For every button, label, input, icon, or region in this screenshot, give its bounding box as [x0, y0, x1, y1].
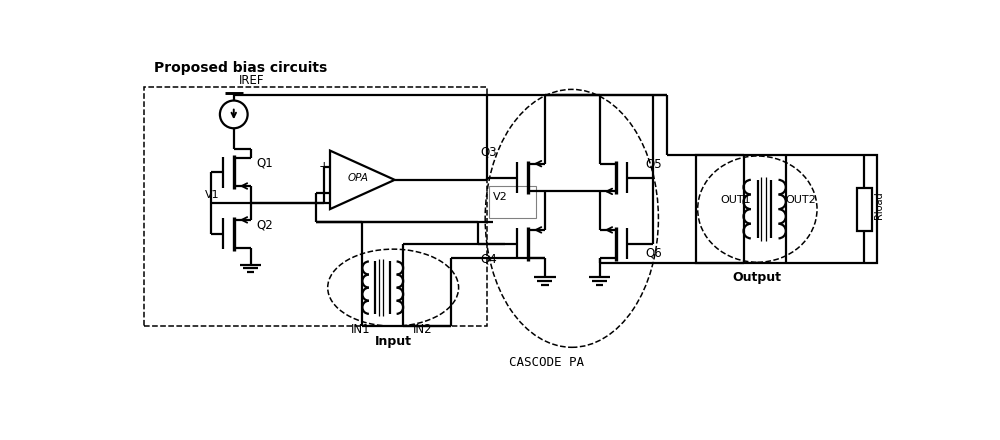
Text: CASCODE PA: CASCODE PA	[509, 356, 584, 369]
Text: IN1: IN1	[351, 323, 370, 336]
Text: V2: V2	[493, 192, 508, 202]
Text: Q4: Q4	[480, 253, 497, 266]
Bar	[696, 155, 877, 263]
Text: IREF: IREF	[238, 73, 264, 87]
Text: Q6: Q6	[646, 246, 662, 260]
Text: OUT1: OUT1	[720, 195, 751, 205]
Bar	[144, 88, 487, 326]
Text: Output: Output	[733, 271, 782, 284]
Text: Q3: Q3	[480, 146, 497, 159]
Bar	[489, 186, 536, 218]
Text: Rload: Rload	[874, 191, 884, 219]
Text: IN2: IN2	[412, 323, 432, 336]
Text: Q2: Q2	[257, 218, 274, 231]
Text: Input: Input	[375, 335, 412, 348]
Text: +: +	[319, 160, 329, 173]
Bar	[857, 187, 872, 231]
Text: Proposed bias circuits: Proposed bias circuits	[154, 61, 328, 74]
Text: OUT2: OUT2	[786, 195, 817, 205]
Text: V1: V1	[205, 190, 219, 200]
Text: Q1: Q1	[257, 156, 274, 169]
Text: OPA: OPA	[348, 173, 369, 183]
Text: Q5: Q5	[646, 157, 662, 170]
Text: -: -	[322, 187, 326, 199]
